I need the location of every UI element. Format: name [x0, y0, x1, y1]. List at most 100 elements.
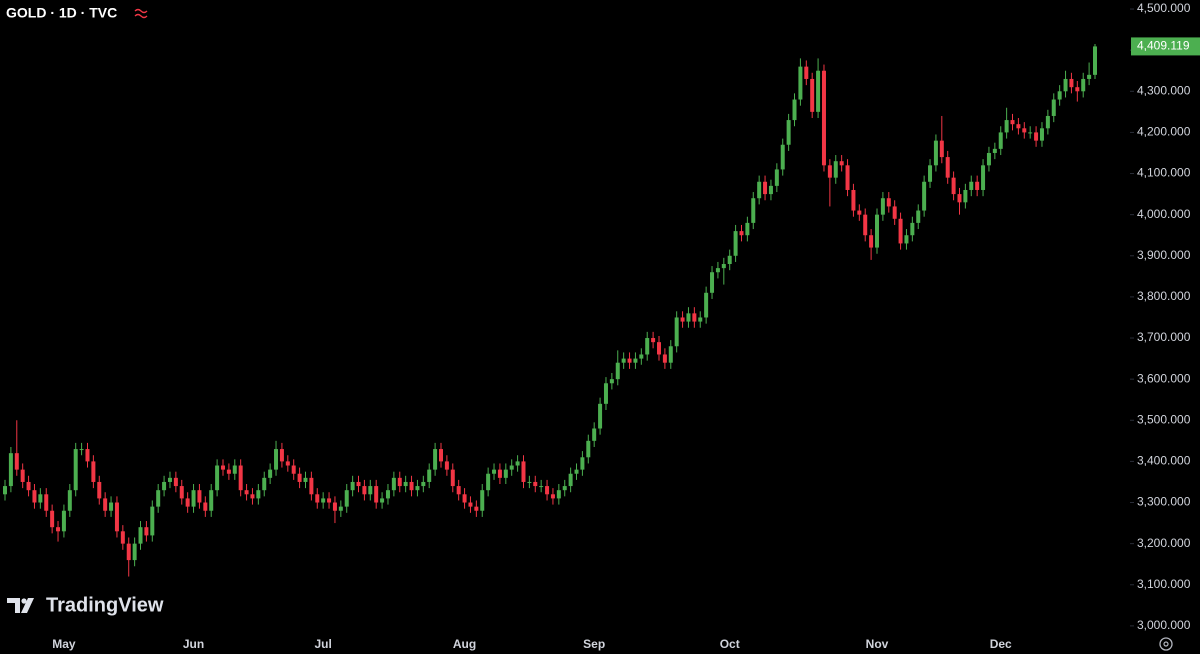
- candle-body: [757, 181, 762, 199]
- candle-body: [1069, 78, 1074, 88]
- candle-body: [450, 469, 455, 487]
- candle-body: [1081, 78, 1086, 92]
- candle-body: [185, 498, 190, 507]
- candle-body: [892, 206, 897, 219]
- candle-body: [662, 354, 667, 363]
- candle-body: [8, 453, 13, 487]
- candle-body: [657, 342, 661, 355]
- candle-body: [209, 490, 214, 511]
- x-tick-label: Jun: [183, 637, 204, 651]
- candle-body: [515, 461, 520, 466]
- candle-body: [1028, 132, 1033, 134]
- candle-body: [274, 449, 279, 470]
- candle-body: [792, 99, 797, 121]
- candle-body: [44, 494, 49, 511]
- candle-body: [1016, 124, 1021, 129]
- candle-body: [85, 449, 90, 462]
- candle-body: [1093, 46, 1097, 75]
- candle-body: [215, 465, 220, 491]
- candle-body: [497, 469, 502, 478]
- candle-body: [910, 222, 915, 236]
- candle-body: [179, 486, 184, 499]
- candle-body: [651, 338, 656, 343]
- candle-body: [197, 490, 202, 503]
- candle-body: [1039, 128, 1044, 141]
- candle-body: [704, 292, 709, 318]
- candle-body: [350, 481, 355, 491]
- candle-body: [621, 358, 626, 363]
- candle-body: [668, 346, 673, 363]
- y-tick-label: 3,200.000: [1137, 536, 1191, 550]
- x-tick-label: Jul: [314, 637, 331, 651]
- settings-icon[interactable]: [1159, 637, 1173, 651]
- y-tick-label: 3,100.000: [1137, 577, 1191, 591]
- candle-body: [539, 486, 544, 488]
- candle-body: [332, 502, 337, 511]
- chart-title: GOLD · 1D · TVC: [6, 5, 117, 21]
- candle-body: [580, 457, 585, 470]
- x-tick-label: Aug: [453, 637, 476, 651]
- candle-body: [191, 490, 196, 507]
- candle-body: [433, 449, 438, 470]
- candle-body: [3, 486, 7, 495]
- candle-body: [173, 477, 178, 487]
- candle-body: [97, 481, 102, 499]
- watermark-logo: [7, 598, 34, 613]
- candle-body: [945, 157, 950, 178]
- candle-body: [733, 231, 738, 256]
- y-tick-label: 3,800.000: [1137, 289, 1191, 303]
- candle-body: [126, 543, 131, 561]
- candle-body: [1063, 78, 1068, 92]
- status-icon: [134, 8, 148, 19]
- candle-body: [810, 78, 815, 112]
- candle-body: [285, 461, 290, 466]
- candle-body: [1087, 74, 1092, 79]
- candle-body: [562, 486, 567, 491]
- candle-body: [928, 165, 933, 182]
- candle-body: [32, 490, 37, 503]
- y-tick-label: 3,000.000: [1137, 618, 1191, 632]
- candle-body: [279, 449, 284, 462]
- candle-body: [686, 313, 691, 322]
- y-tick-label: 3,400.000: [1137, 454, 1191, 468]
- candle-body: [645, 338, 650, 355]
- candle-body: [833, 161, 838, 178]
- candle-body: [845, 165, 850, 190]
- candle-body: [527, 481, 532, 483]
- candle-body: [409, 481, 414, 491]
- candle-body: [226, 469, 231, 474]
- candle-body: [103, 498, 108, 511]
- candle-body: [898, 218, 903, 244]
- candle-body: [1034, 132, 1039, 141]
- candle-body: [981, 165, 986, 190]
- candle-body: [132, 543, 137, 561]
- candle-body: [568, 473, 573, 487]
- y-tick-label: 4,500.000: [1137, 1, 1191, 15]
- candle-body: [486, 473, 491, 491]
- candle-body: [763, 181, 768, 195]
- x-tick-label: Oct: [720, 637, 740, 651]
- candle-body: [67, 490, 72, 511]
- candle-body: [1057, 91, 1062, 100]
- candle-body: [969, 181, 974, 190]
- candle-body: [415, 486, 420, 491]
- candle-body: [368, 486, 373, 495]
- candle-body: [916, 210, 921, 223]
- candle-body: [727, 255, 732, 265]
- candle-body: [639, 354, 644, 359]
- candle-body: [503, 469, 508, 478]
- candle-body: [710, 272, 715, 293]
- y-tick-label: 3,900.000: [1137, 248, 1191, 262]
- candle-body: [385, 490, 390, 499]
- last-price-box: [1131, 37, 1200, 56]
- candle-body: [492, 469, 497, 474]
- candle-body: [403, 481, 408, 487]
- candle-body: [839, 161, 844, 166]
- candle-body: [480, 490, 485, 511]
- candle-body: [250, 494, 255, 499]
- y-tick-label: 3,600.000: [1137, 371, 1191, 385]
- candle-body: [303, 477, 308, 482]
- candle-body: [957, 194, 962, 203]
- candle-body: [362, 486, 367, 495]
- candle-body: [786, 120, 791, 145]
